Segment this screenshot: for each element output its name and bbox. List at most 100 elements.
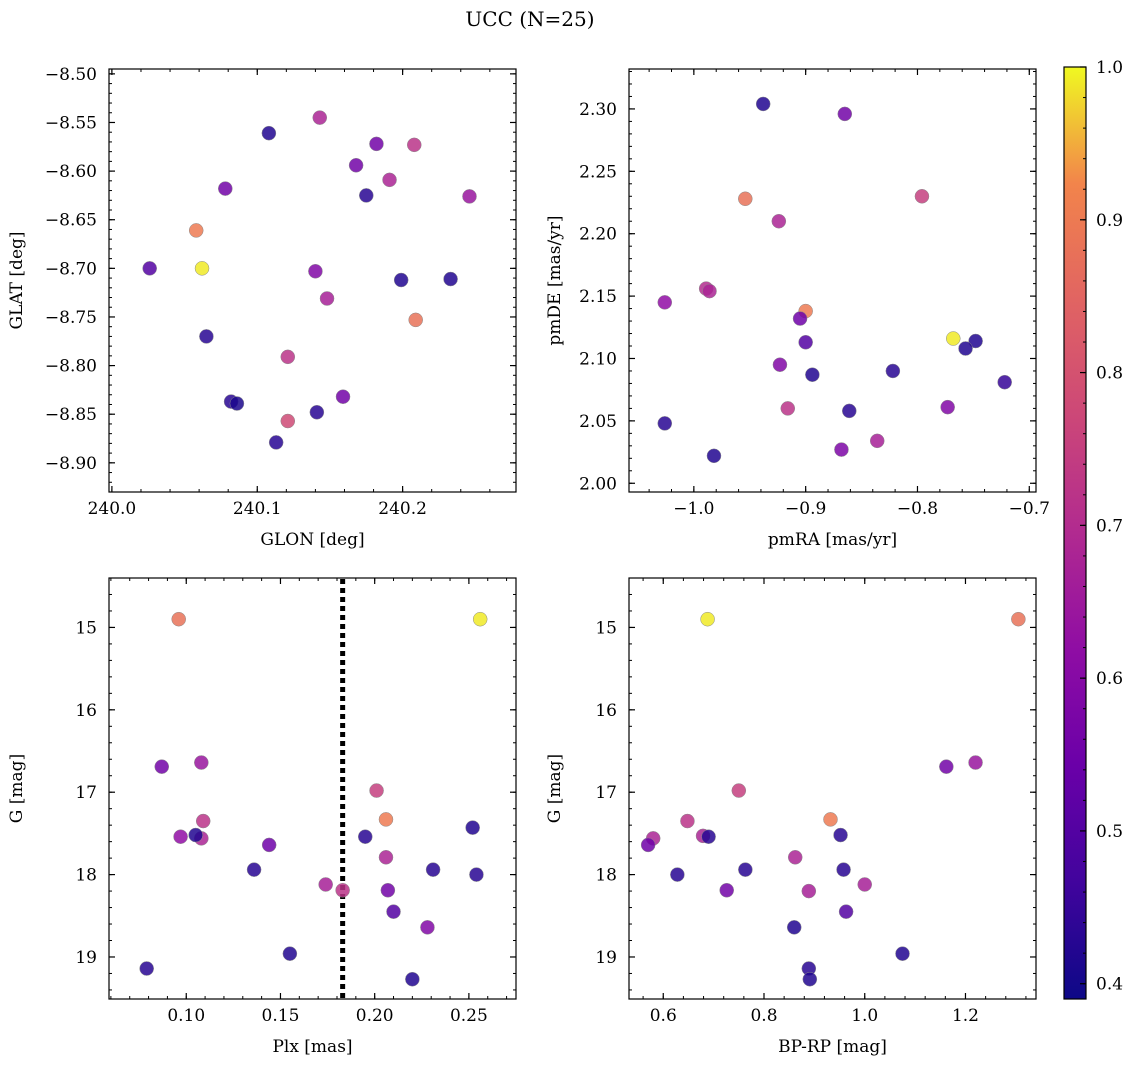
x-tick-label: 240.1 bbox=[233, 499, 282, 519]
data-point bbox=[755, 96, 771, 112]
colorbar-tick-label: 0.7 bbox=[1096, 516, 1123, 536]
panels: 240.0 240.1 240.2 −8.50 −8.55 −8.60 −8.65 −8.70… bbox=[7, 65, 1050, 1057]
data-point bbox=[348, 158, 364, 173]
data-point bbox=[997, 374, 1012, 390]
data-point bbox=[280, 349, 296, 365]
y-tick-label: −8.75 bbox=[45, 308, 97, 328]
data-point bbox=[469, 867, 484, 882]
panel-plx-g: 0.10 0.15 0.20 0.25 15 16 17 18 19 Plx [mas] G [ma… bbox=[7, 577, 517, 1057]
x-tick-label: 0.20 bbox=[356, 1006, 394, 1026]
data-point bbox=[772, 357, 788, 372]
plot-frame bbox=[108, 68, 517, 493]
y-tick-label: 18 bbox=[595, 866, 617, 886]
y-tick-label: 2.30 bbox=[579, 100, 617, 120]
colorbar-gradient bbox=[1063, 66, 1087, 1000]
x-tick-label: 240.0 bbox=[88, 499, 137, 519]
data-point bbox=[802, 971, 818, 987]
y-tick-label: 2.20 bbox=[579, 225, 617, 245]
data-point bbox=[139, 961, 154, 976]
data-point bbox=[657, 295, 673, 310]
data-point bbox=[706, 448, 722, 464]
panel-glon-glat: 240.0 240.1 240.2 −8.50 −8.55 −8.60 −8.65 −8.70… bbox=[7, 65, 517, 550]
panel-pmra-pmde: −1.0 −0.9 −0.8 −0.7 2.00 2.05 2.10 2.15 2.20 2.25… bbox=[545, 68, 1050, 550]
y-tick-label: 2.10 bbox=[579, 349, 617, 369]
data-point bbox=[443, 271, 458, 287]
y-tick-label: −8.60 bbox=[45, 162, 97, 182]
x-axis-label: BP-RP [mag] bbox=[778, 1037, 887, 1057]
data-point bbox=[282, 946, 298, 961]
data-point bbox=[842, 403, 857, 419]
colorbar-tick-label: 0.8 bbox=[1096, 364, 1123, 384]
data-point bbox=[738, 191, 753, 207]
data-point bbox=[199, 329, 214, 344]
data-point bbox=[188, 827, 203, 843]
x-tick-label: 0.6 bbox=[650, 1006, 677, 1026]
data-point bbox=[701, 829, 716, 844]
data-point bbox=[738, 862, 753, 877]
x-tick-label: −0.9 bbox=[785, 499, 826, 519]
x-tick-label: 0.8 bbox=[750, 1006, 777, 1026]
data-point bbox=[380, 882, 396, 898]
data-point bbox=[838, 904, 854, 919]
data-point bbox=[420, 920, 435, 935]
y-tick-label: 16 bbox=[75, 701, 97, 721]
data-point bbox=[719, 882, 734, 898]
data-point bbox=[386, 904, 401, 919]
data-point bbox=[318, 877, 333, 892]
data-point bbox=[194, 755, 209, 770]
data-point bbox=[308, 264, 323, 279]
x-tick-label: 240.2 bbox=[378, 499, 427, 519]
x-tick-label: −1.0 bbox=[673, 499, 714, 519]
data-point bbox=[702, 283, 717, 299]
data-point bbox=[358, 829, 373, 844]
plot-frame bbox=[628, 577, 1037, 1000]
colorbar-tick-label: 1.0 bbox=[1096, 58, 1123, 78]
data-point bbox=[319, 291, 335, 306]
y-tick-label: 18 bbox=[75, 866, 97, 886]
data-point bbox=[958, 341, 973, 356]
data-point bbox=[408, 312, 423, 328]
y-tick-label: 19 bbox=[595, 948, 617, 968]
colorbar-tick-label: 0.5 bbox=[1096, 822, 1123, 842]
y-tick-label: −8.70 bbox=[45, 259, 97, 279]
data-point bbox=[359, 188, 374, 203]
data-point bbox=[194, 261, 210, 276]
y-axis-label: G [mag] bbox=[545, 754, 565, 823]
data-point bbox=[771, 213, 787, 229]
y-tick-label: −8.90 bbox=[45, 454, 97, 474]
data-point bbox=[218, 181, 233, 196]
data-point bbox=[142, 261, 157, 276]
data-point bbox=[195, 813, 211, 829]
data-point bbox=[154, 759, 170, 774]
data-point bbox=[378, 812, 394, 827]
data-point bbox=[268, 435, 284, 450]
data-point bbox=[833, 827, 848, 843]
colorbar-tick-label: 0.6 bbox=[1096, 669, 1123, 689]
data-point bbox=[680, 813, 695, 829]
y-tick-label: 2.25 bbox=[579, 162, 617, 182]
y-tick-label: 2.05 bbox=[579, 412, 617, 432]
y-tick-label: 17 bbox=[75, 783, 97, 803]
x-tick-label: 1.0 bbox=[851, 1006, 878, 1026]
data-point bbox=[335, 389, 351, 404]
data-point bbox=[1011, 611, 1026, 627]
colorbar: 0.4 0.5 0.6 0.7 0.8 0.9 1.0 bbox=[1063, 58, 1123, 1000]
data-point bbox=[640, 837, 656, 853]
x-tick-label: −0.8 bbox=[897, 499, 938, 519]
data-point bbox=[229, 396, 245, 411]
data-point bbox=[801, 883, 817, 899]
data-point bbox=[188, 223, 204, 238]
data-point bbox=[462, 189, 477, 204]
data-point bbox=[657, 416, 673, 431]
data-point bbox=[787, 850, 803, 865]
y-tick-label: 2.15 bbox=[579, 287, 617, 307]
x-axis-label: pmRA [mas/yr] bbox=[768, 530, 897, 550]
data-point bbox=[369, 783, 384, 798]
plot-frame bbox=[628, 68, 1037, 493]
data-point bbox=[805, 367, 820, 382]
y-tick-label: −8.85 bbox=[45, 405, 97, 425]
figure-title: UCC (N=25) bbox=[465, 7, 594, 31]
data-point bbox=[895, 946, 910, 961]
data-point bbox=[939, 759, 954, 774]
